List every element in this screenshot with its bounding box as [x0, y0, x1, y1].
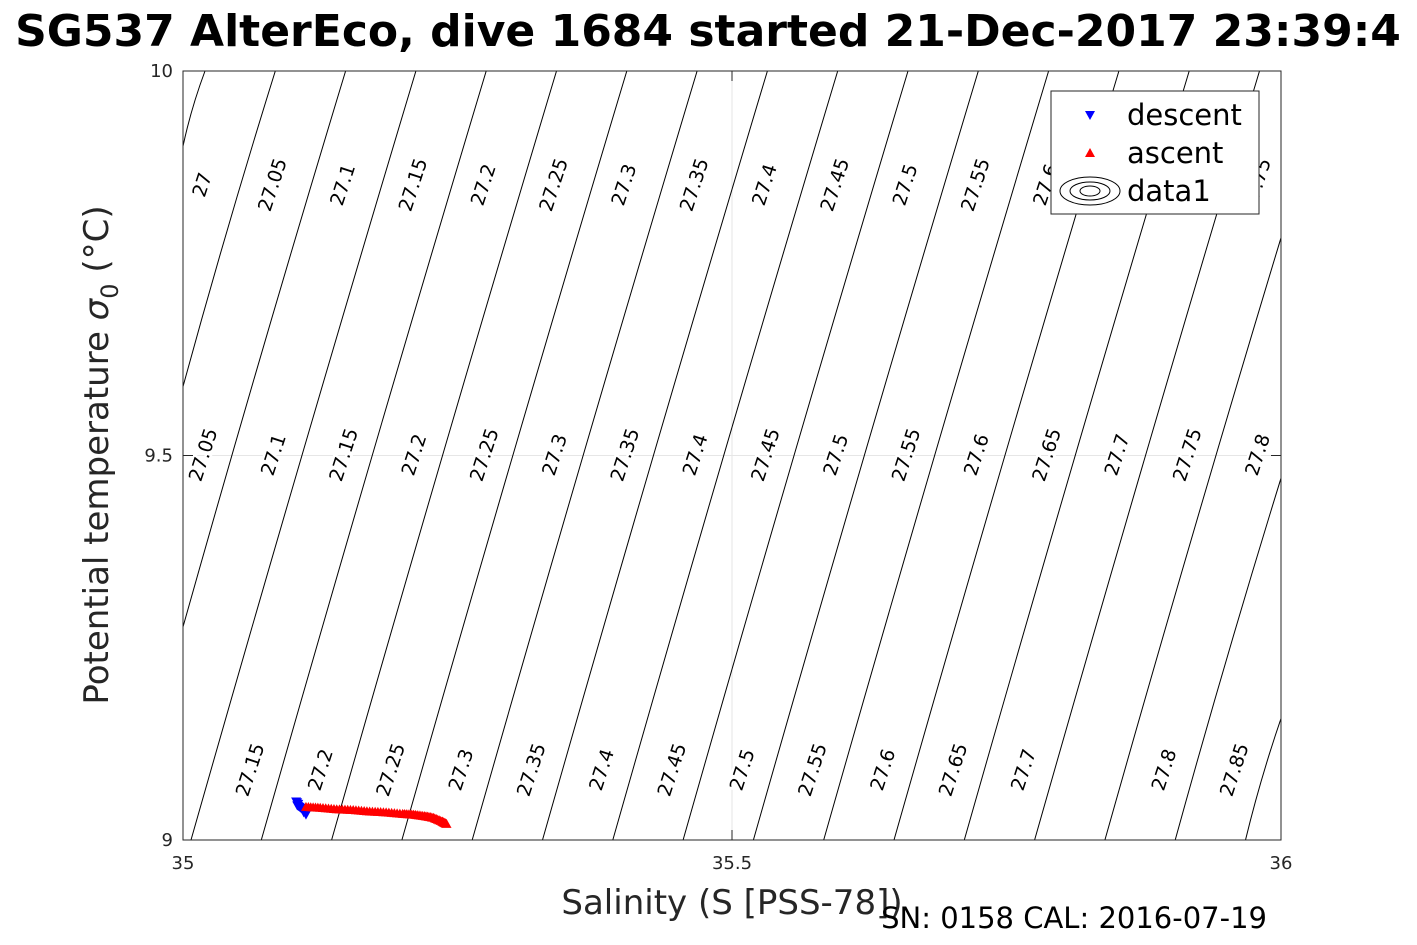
legend-descent-marker — [1085, 111, 1095, 120]
series-ascent — [300, 801, 452, 828]
x-tick-label: 35.5 — [712, 853, 752, 874]
contour-line — [401, 70, 628, 841]
y-tick-label: 10 — [150, 61, 173, 82]
legend: descent ascent data1 — [1050, 90, 1260, 215]
y-axis-label-text: Potential temperature σ0 (°C) — [77, 205, 124, 704]
contour-line — [331, 70, 557, 841]
footer-calibration: SN: 0158 CAL: 2016-07-19 — [881, 901, 1267, 935]
descent-marker — [300, 810, 311, 820]
y-tick-label: 9 — [162, 830, 173, 851]
contour-line — [182, 70, 276, 387]
legend-label-data1: data1 — [1127, 174, 1211, 208]
y-tick-label: 9.5 — [144, 446, 173, 467]
x-tick-label: 35 — [172, 853, 195, 874]
contour-line — [1104, 237, 1282, 841]
x-tick-label: 36 — [1270, 853, 1293, 874]
contour-line — [1174, 478, 1282, 841]
contour-line — [1245, 718, 1282, 841]
x-axis-ticks: 35 35.5 36 — [172, 71, 1293, 874]
chart-title: SG537 AlterEco, dive 1684 started 21-Dec… — [15, 6, 1401, 57]
legend-ascent-marker — [1085, 148, 1095, 157]
contour-line — [260, 70, 487, 841]
x-axis-label: Salinity (S [PSS-78]) — [561, 883, 902, 923]
grid-lines — [183, 71, 1281, 840]
ascent-marker — [441, 818, 452, 828]
contour-line — [471, 70, 698, 841]
contour-line — [182, 70, 347, 628]
legend-label-descent: descent — [1127, 98, 1242, 132]
contour-line — [752, 70, 979, 841]
contour-line — [823, 70, 1050, 841]
contour-line — [182, 70, 206, 147]
contour-line — [682, 70, 909, 841]
y-axis-ticks: 9 9.5 10 — [144, 61, 1281, 851]
contour-line — [190, 70, 417, 841]
y-axis-label: Potential temperature σ0 (°C) — [77, 205, 124, 704]
legend-contour-icon — [1059, 176, 1121, 206]
contour-line — [612, 70, 839, 841]
contour-line — [542, 70, 768, 841]
legend-label-ascent: ascent — [1127, 136, 1223, 170]
